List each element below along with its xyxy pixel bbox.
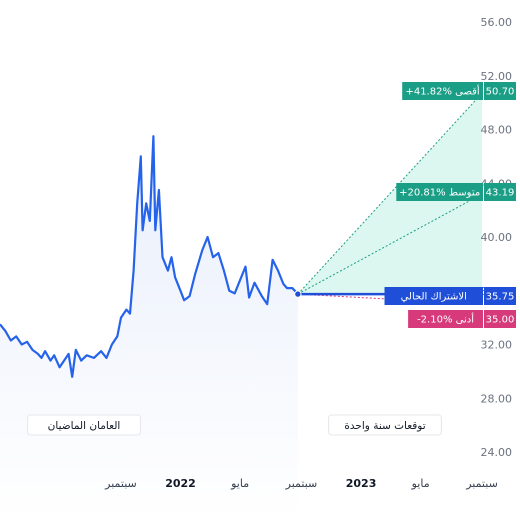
history-area [0,136,298,520]
x-tick-label: مايو [411,477,430,490]
target-label-badge-low [408,310,483,328]
y-tick-label: 56.00 [481,16,513,29]
target-label-badge-high [402,82,483,100]
y-tick-label: 48.00 [481,124,513,137]
forecast-high-line [297,92,483,295]
target-value-badge-high [484,82,516,100]
future-section-label-background [328,414,442,436]
past-section-label: العامان الماضيان [48,420,121,432]
y-tick-label: 32.00 [481,339,513,352]
x-tick-label: سبتمبر [285,477,318,490]
target-value-badge-avg [484,183,516,201]
y-tick-label: 24.00 [481,446,513,459]
x-tick-label: 2022 [165,477,196,490]
target-label-current: الاشتراك الحالي [401,292,467,303]
target-label-low: -2.10% أدنى [417,313,474,326]
x-tick-label: مايو [230,477,249,490]
target-label-high: +41.82% أقصى [405,85,479,98]
x-tick-label: سبتمبر [465,477,498,490]
target-value-badge-current [484,287,516,305]
x-tick-label: 2023 [346,477,377,490]
y-tick-label: 40.00 [481,231,513,244]
target-value-current: 35.75 [486,292,515,303]
target-label-badge-avg [396,183,483,201]
y-tick-label: 52.00 [481,70,513,83]
target-value-badge-low [484,310,516,328]
forecast-average-line [297,193,483,295]
target-value-high: 50.70 [486,87,515,98]
target-label-badge-current [384,287,483,305]
target-value-low: 35.00 [486,315,515,326]
target-value-avg: 43.19 [486,188,515,199]
target-label-avg: +20.81% متوسط [399,188,480,199]
current-price-point [294,290,302,298]
x-tick-label: سبتمبر [104,477,137,490]
past-section-label-background [27,414,141,436]
future-section-label: توقعات سنة واحدة [344,420,425,432]
price-line [0,135,299,378]
y-tick-label: 28.00 [481,392,513,405]
